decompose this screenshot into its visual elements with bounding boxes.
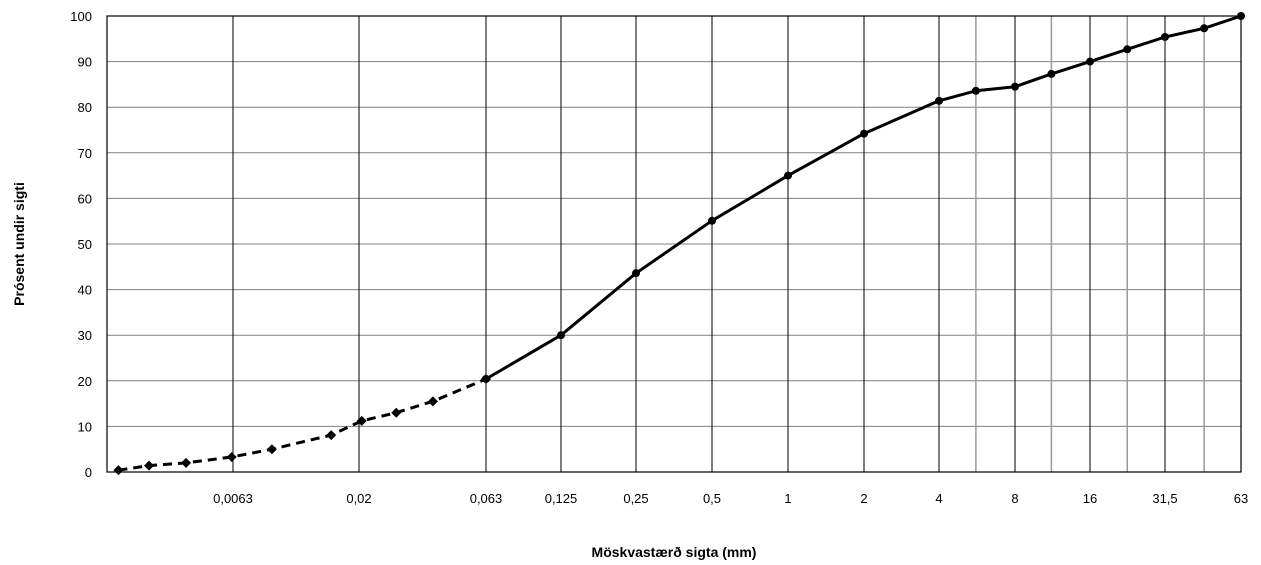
data-point-circle	[1011, 82, 1019, 91]
y-tick-label: 50	[78, 237, 92, 252]
data-point-circle	[1123, 45, 1132, 54]
x-tick-label: 0,5	[703, 491, 721, 506]
data-point-circle	[632, 269, 640, 278]
y-tick-label: 10	[78, 419, 92, 434]
data-point-circle	[708, 216, 716, 225]
data-point-diamond	[113, 465, 124, 476]
data-point-circle	[557, 331, 565, 340]
x-tick-label: 0,25	[623, 491, 648, 506]
x-tick-label: 2	[860, 491, 867, 506]
x-tick-label: 31,5	[1152, 491, 1177, 506]
data-point-diamond	[391, 407, 402, 418]
y-tick-label: 80	[78, 100, 92, 115]
data-point-circle	[1086, 57, 1094, 66]
y-tick-label: 0	[85, 465, 92, 480]
data-point-circle	[1200, 24, 1209, 33]
data-point-circle	[784, 171, 792, 180]
y-tick-labels: 0 10 20 30 40 50 60 70 80 90 100	[70, 9, 92, 480]
x-tick-label: 4	[935, 491, 942, 506]
x-axis-title: Möskvastærð sigta (mm)	[592, 544, 757, 560]
y-tick-label: 20	[78, 374, 92, 389]
x-tick-label: 0,02	[346, 491, 371, 506]
data-point-diamond	[266, 444, 277, 455]
x-tick-labels: 0,0063 0,02 0,063 0,125 0,25 0,5 1 2 4 8 16 31,5 63	[213, 491, 1248, 506]
data-point-circle	[1047, 69, 1056, 78]
data-point-circle	[1161, 32, 1169, 41]
x-tick-label: 1	[784, 491, 791, 506]
data-point-diamond	[226, 451, 237, 462]
data-point-circle	[971, 86, 980, 95]
y-tick-label: 100	[70, 9, 92, 24]
x-tick-label: 16	[1083, 491, 1097, 506]
data-point-diamond	[356, 415, 367, 426]
data-point-circle	[482, 374, 490, 383]
x-tick-label: 0,0063	[213, 491, 253, 506]
x-tick-label: 0,063	[470, 491, 503, 506]
data-point-circle	[935, 96, 943, 105]
x-tick-label: 0,125	[545, 491, 578, 506]
data-point-circle	[860, 129, 868, 138]
x-tick-label: 63	[1234, 491, 1248, 506]
y-tick-label: 60	[78, 191, 92, 206]
y-tick-label: 40	[78, 283, 92, 298]
data-point-diamond	[144, 460, 155, 471]
data-point-diamond	[181, 457, 192, 468]
y-tick-label: 30	[78, 328, 92, 343]
y-tick-label: 90	[78, 55, 92, 70]
x-tick-label: 8	[1011, 491, 1018, 506]
series-layer	[113, 12, 1245, 476]
data-point-diamond	[427, 396, 438, 407]
plot-frame	[106, 15, 1242, 473]
series-line-dashed	[118, 377, 487, 472]
data-point-diamond	[326, 430, 337, 441]
y-axis-title: Prósent undir sigti	[11, 182, 27, 306]
y-tick-label: 70	[78, 146, 92, 161]
grid-layer	[107, 16, 1241, 472]
